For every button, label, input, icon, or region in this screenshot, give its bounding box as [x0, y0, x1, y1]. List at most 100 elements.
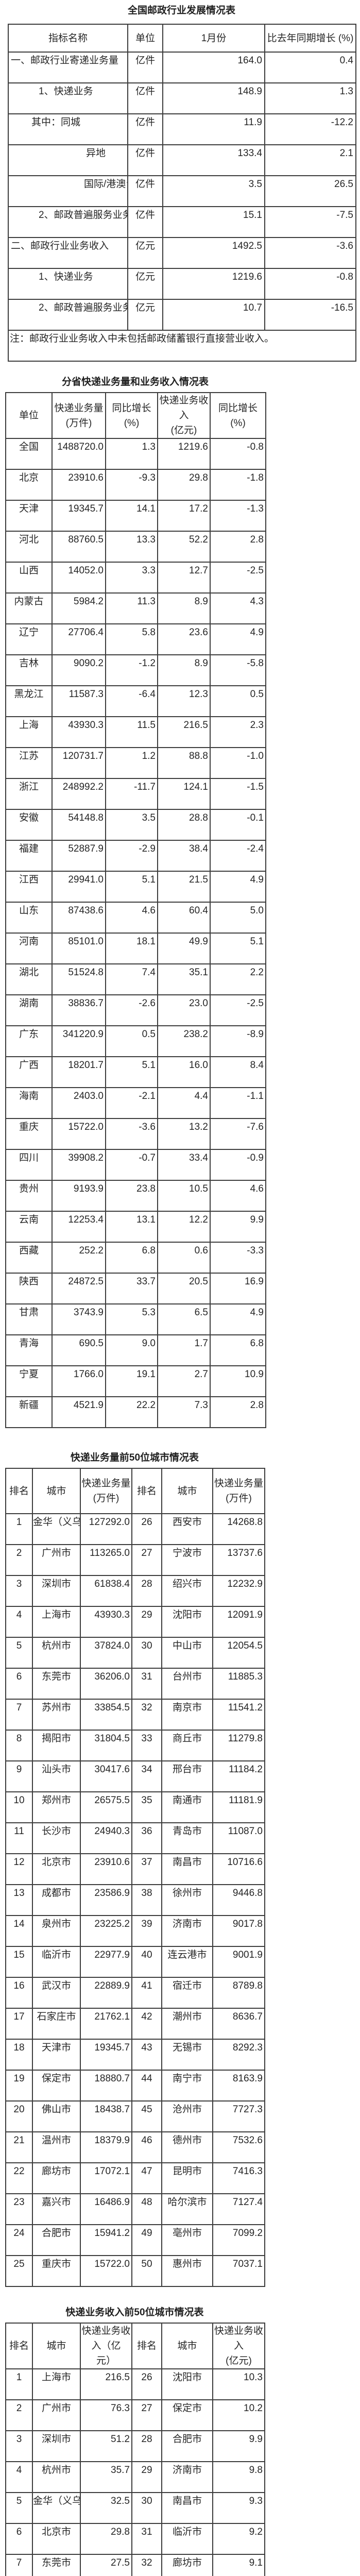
table-cell: 二、邮政行业业务收入 — [8, 237, 128, 269]
table-row: 国际/港澳台亿件3.526.5 — [8, 175, 356, 207]
table-cell: 12.3 — [157, 685, 211, 717]
table-cell: 0.5 — [210, 685, 266, 717]
table-cell: 9.9 — [212, 2430, 265, 2462]
table-cell: 24940.3 — [80, 1822, 132, 1854]
table-cell: 16486.9 — [80, 2193, 132, 2225]
table-cell: 26 — [131, 2368, 162, 2400]
table-cell: 14268.8 — [212, 1513, 265, 1545]
table-cell: 4.3 — [210, 592, 266, 624]
table-cell: 216.5 — [80, 2368, 132, 2400]
table-cell: 23586.9 — [80, 1884, 132, 1916]
revenue-top50-table: 排名 城市 快递业务收入（亿 元） 排名 城市 快递业务收入 (亿元) 1 上海市… — [5, 2323, 265, 2576]
table-cell: 18201.7 — [52, 1056, 106, 1088]
table-cell: 内蒙古 — [5, 592, 53, 624]
table-row: 贵州 9193.9 23.8 10.5 4.6 — [5, 1180, 266, 1212]
table-cell: 亿件 — [127, 52, 163, 83]
table-cell: 4.4 — [157, 1087, 211, 1119]
national-table-note-body: 注：邮政行业业务收入中未包括邮政储蓄银行直接营业收入。 — [8, 330, 356, 362]
table-cell: 88760.5 — [52, 531, 106, 563]
table-cell: 3.5 — [162, 175, 265, 207]
table-cell: 45 — [131, 2100, 162, 2132]
table-cell: 临沂市 — [161, 2523, 213, 2555]
table-cell: 16.0 — [157, 1056, 211, 1088]
table-row: 9 汕头市 30417.6 34 邢台市 11184.2 — [5, 1760, 265, 1792]
table-cell: 2.3 — [210, 716, 266, 748]
table-cell: 保定市 — [32, 2070, 81, 2102]
table-cell: 2403.0 — [52, 1087, 106, 1119]
revenue-top50-header: 排名 城市 快递业务收入（亿 元） 排名 城市 快递业务收入 (亿元) — [5, 2323, 265, 2369]
table-cell: 亿元 — [127, 299, 163, 331]
table-cell: 德州市 — [161, 2131, 213, 2163]
column-header-revenue: 快递业务收入 (亿元) — [157, 392, 211, 439]
table-cell: 22977.9 — [80, 1946, 132, 1978]
table-cell: 14052.0 — [52, 562, 106, 594]
table-cell: 12.2 — [157, 1211, 211, 1243]
table-cell: 河北 — [5, 531, 53, 563]
table-cell: 10.9 — [210, 1365, 266, 1397]
table-cell: 10.3 — [212, 2368, 265, 2400]
table-cell: 天津市 — [32, 2039, 81, 2071]
table-cell: 哈尔滨市 — [161, 2193, 213, 2225]
table-cell: 连云港市 — [161, 1946, 213, 1978]
table-note: 注：邮政行业业务收入中未包括邮政储蓄银行直接营业收入。 — [8, 330, 356, 362]
table-cell: 2.2 — [210, 963, 266, 995]
table-row: 12 北京市 23910.6 37 南昌市 10716.6 — [5, 1853, 265, 1885]
table-cell: 沧州市 — [161, 2100, 213, 2132]
table-cell: 合肥市 — [32, 2224, 81, 2256]
table-cell: 54148.8 — [52, 809, 106, 841]
table-cell: 潮州市 — [161, 2008, 213, 2040]
table-cell: -0.9 — [210, 1149, 266, 1181]
table-row: 北京 23910.6 -9.3 29.8 -1.8 — [5, 469, 266, 501]
column-header-revenue-right: 快递业务收入 (亿元) — [212, 2323, 265, 2369]
table-cell: 23 — [5, 2193, 33, 2225]
column-header-revenue-growth: 同比增长 (%) — [210, 392, 266, 439]
table-row: 广西 18201.7 5.1 16.0 8.4 — [5, 1056, 266, 1088]
table-cell: 11.3 — [105, 592, 158, 624]
table-cell: 金华（义乌）市 — [32, 1513, 81, 1545]
column-header-rank-right: 排名 — [131, 1468, 162, 1514]
table-row: 湖北 51524.8 7.4 35.1 2.2 — [5, 963, 266, 995]
table-cell: 2、邮政普遍服务业务 — [8, 299, 128, 331]
table-cell: 41 — [131, 1977, 162, 2009]
table-cell: 15.1 — [162, 206, 265, 238]
table-cell: 武汉市 — [32, 1977, 81, 2009]
table-row: 其中：同城 亿件 11.9 -12.2 — [8, 113, 356, 145]
table-cell: 38 — [131, 1884, 162, 1916]
table-cell: 30 — [131, 2492, 162, 2524]
table-cell: 20.5 — [157, 1273, 211, 1304]
table-cell: 南京市 — [161, 1699, 213, 1731]
table-cell: 上海市 — [32, 2368, 81, 2400]
province-table-title: 分省快递业务量和业务收入情况表 — [61, 377, 209, 387]
column-header-volume-right: 快递业务量 (万件) — [212, 1468, 265, 1514]
table-cell: 11087.0 — [212, 1822, 265, 1854]
table-row: 4 杭州市 35.7 29 济南市 9.8 — [5, 2461, 265, 2493]
table-cell: 35.7 — [80, 2461, 132, 2493]
table-row: 7 苏州市 33854.5 32 南京市 11541.2 — [5, 1699, 265, 1731]
table-cell: 5.1 — [105, 871, 158, 903]
table-cell: 43930.3 — [80, 1606, 132, 1638]
table-cell: 7.4 — [105, 963, 158, 995]
table-cell: 10716.6 — [212, 1853, 265, 1885]
table-cell: -11.7 — [105, 778, 158, 810]
table-cell: 26575.5 — [80, 1791, 132, 1823]
table-cell: 辽宁 — [5, 623, 53, 655]
table-cell: -7.6 — [210, 1118, 266, 1150]
table-cell: 5.0 — [210, 902, 266, 934]
table-cell: 124.1 — [157, 778, 211, 810]
table-row: 3 深圳市 51.2 28 合肥市 9.9 — [5, 2430, 265, 2462]
table-cell: 一、邮政行业寄递业务量 — [8, 52, 128, 83]
column-header-city-right: 城市 — [161, 1468, 213, 1514]
table-cell: 宁夏 — [5, 1365, 53, 1397]
table-cell: 广州市 — [32, 2399, 81, 2431]
table-cell: 14 — [5, 1915, 33, 1947]
table-cell: 11181.9 — [212, 1791, 265, 1823]
table-cell: 东莞市 — [32, 2554, 81, 2576]
table-cell: 29941.0 — [52, 871, 106, 903]
table-cell: 39908.2 — [52, 1149, 106, 1181]
province-table-body: 全国 1488720.0 1.3 1219.6 -0.8 北京 23910.6 -9.3 29.… — [5, 438, 266, 1428]
table-row: 3 深圳市 61838.4 28 绍兴市 12232.9 — [5, 1575, 265, 1607]
note-row: 注：邮政行业业务收入中未包括邮政储蓄银行直接营业收入。 — [8, 330, 356, 362]
table-cell: 19345.7 — [52, 500, 106, 532]
table-cell: 690.5 — [52, 1334, 106, 1366]
table-row: 吉林 9090.2 -1.2 8.9 -5.8 — [5, 654, 266, 686]
